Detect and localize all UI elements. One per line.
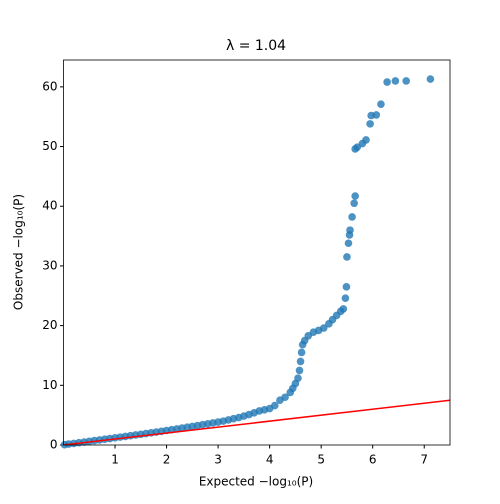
x-tick-label: 4: [266, 453, 274, 467]
point: [350, 199, 358, 208]
x-tick-label: 5: [317, 453, 325, 467]
point: [391, 77, 400, 85]
point: [344, 239, 353, 248]
point: [341, 294, 350, 302]
line: [63, 399, 450, 445]
y-tick-label: 20: [42, 318, 57, 332]
y-tick-label: 40: [42, 199, 57, 213]
point: [426, 75, 435, 83]
x-axis-label: Expected −log₁₀(P): [199, 475, 313, 489]
y-tick-label: 50: [42, 139, 57, 153]
x-tick-label: 1: [111, 453, 119, 467]
point: [346, 226, 354, 234]
y-tick-label: 30: [42, 258, 57, 272]
point: [362, 136, 370, 144]
point: [342, 283, 351, 291]
point: [295, 366, 304, 375]
plot-frame: [63, 59, 451, 446]
point: [383, 78, 391, 86]
y-tick-label: 0: [50, 438, 58, 452]
x-tick-label: 7: [420, 453, 428, 467]
point: [377, 100, 385, 108]
chart-title: λ = 1.04: [226, 38, 286, 54]
x-tick-label: 6: [369, 453, 377, 467]
y-tick-label: 10: [42, 378, 57, 392]
y-axis-label: Observed −log₁₀(P): [12, 194, 26, 310]
point: [281, 393, 289, 402]
point: [402, 77, 410, 85]
y-tick-label: 60: [42, 79, 57, 93]
x-tick-label: 2: [163, 453, 171, 467]
point: [270, 401, 279, 410]
point: [294, 374, 302, 382]
point: [296, 357, 305, 366]
point: [319, 324, 328, 332]
point: [351, 192, 359, 200]
point: [343, 253, 351, 261]
point: [348, 213, 356, 221]
point: [372, 111, 381, 119]
point: [366, 120, 374, 128]
point: [297, 348, 306, 357]
x-tick-label: 3: [214, 453, 222, 467]
point: [339, 305, 348, 313]
